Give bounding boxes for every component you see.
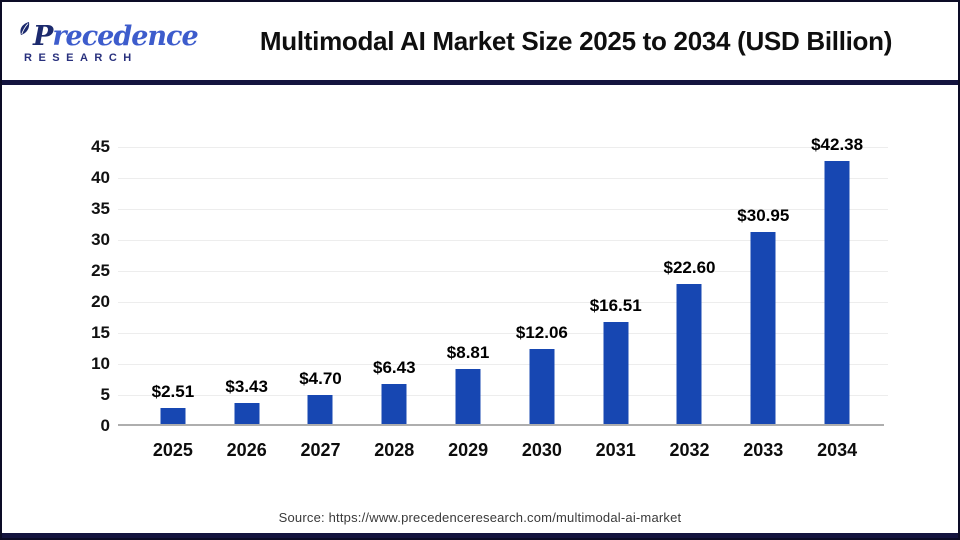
bar-value-label: $42.38 [811,135,864,155]
y-axis-tick-label: 0 [100,416,110,435]
brand-rest: recedence [52,20,198,52]
bar-2029 [455,369,481,424]
bar-2031 [603,321,629,424]
bottom-bar [2,533,958,538]
gridline [118,209,888,210]
x-axis-label: 2033 [743,440,784,460]
bar-value-label: $16.51 [589,295,642,315]
bar-value-label: $22.60 [663,257,716,277]
chart-area: 0 5 10 15 20 25 30 35 40 45 $2.51 $3.43 $4.70 $6.43 $… [2,85,958,533]
bar-slot: $12.06 [505,145,579,424]
plot-area: $2.51 $3.43 $4.70 $6.43 $8.81 $12.06 $16.51 $22… [118,136,888,426]
bar-value-label: $6.43 [373,358,416,378]
bar-2030 [529,349,555,424]
header-divider [2,80,958,85]
y-axis-tick-label: 15 [91,323,110,342]
bar-value-label: $8.81 [446,343,490,363]
x-axis-label: 2025 [152,440,193,460]
x-axis-label: 2030 [521,440,562,460]
bar-value-label: $30.95 [737,206,790,226]
y-axis-tick-label: 30 [91,230,110,249]
gridline [118,333,888,334]
gridline [118,240,888,241]
brand-logo-top: Precedence [18,20,208,52]
bar-2033 [750,232,776,424]
bar-2026 [234,402,260,424]
y-axis-tick-label: 5 [100,385,110,404]
x-axis-label: 2034 [817,440,858,460]
gridline [118,271,888,272]
bar-slot: $30.95 [726,145,800,424]
bar-2034 [824,161,850,424]
x-axis-label: 2027 [300,440,341,460]
header: Precedence RESEARCH Multimodal AI Market… [2,2,958,80]
y-axis-tick-label: 20 [91,292,110,311]
y-axis-tick-label: 40 [91,168,110,187]
bar-slot: $8.81 [431,145,505,424]
x-axis-label: 2029 [448,440,489,460]
bar-slot: $2.51 [136,145,210,424]
bar-slot: $16.51 [579,145,653,424]
source-text: Source: https://www.precedenceresearch.c… [278,510,682,525]
leaf-icon [18,21,32,41]
bar-2025 [160,408,186,424]
gridline [118,364,888,365]
bar-value-label: $2.51 [151,382,195,402]
x-axis-label: 2026 [226,440,267,460]
y-axis-tick-label: 35 [91,199,110,218]
x-axis-label: 2031 [595,440,636,460]
gridline [118,302,888,303]
page-title: Multimodal AI Market Size 2025 to 2034 (… [259,25,893,56]
brand-logo: Precedence RESEARCH [18,19,208,64]
bar-2027 [307,394,333,424]
bar-slot: $3.43 [210,145,284,424]
bar-slot: $4.70 [284,145,358,424]
brand-subtitle: RESEARCH [24,51,138,64]
brand-name: Precedence [33,20,199,52]
gridline [118,395,888,396]
bar-slot: $6.43 [357,145,431,424]
bar-2032 [676,283,702,424]
x-axis-label: 2028 [374,440,415,460]
bar-value-label: $4.70 [299,368,342,388]
brand-initial: P [33,20,53,52]
gridline [118,147,888,148]
bar-slot: $42.38 [800,136,874,424]
x-axis-label: 2032 [669,440,710,460]
gridline [118,178,888,179]
bar-value-label: $12.06 [515,323,568,343]
bar-value-label: $3.43 [225,376,268,396]
y-axis-tick-label: 45 [91,137,110,156]
bar-2028 [381,384,407,424]
y-axis-tick-label: 25 [91,261,110,280]
bar-slot: $22.60 [653,145,727,424]
y-axis-tick-label: 10 [91,354,110,373]
